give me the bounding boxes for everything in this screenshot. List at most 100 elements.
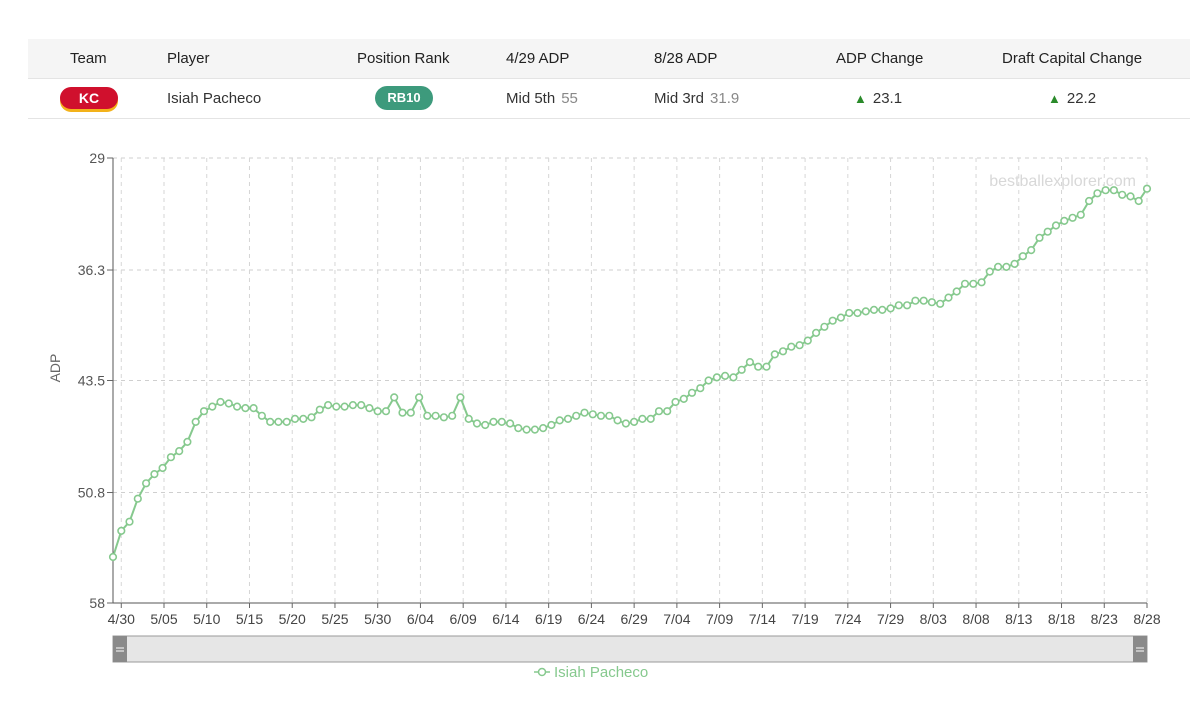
header-position-rank[interactable]: Position Rank [357,50,450,67]
watermark: bestballexplorer.com [989,173,1136,190]
data-point [142,479,151,488]
data-point [315,405,324,414]
data-point [1027,245,1036,255]
zoom-handle-right[interactable] [1133,636,1147,662]
data-point [365,404,374,413]
data-point [845,308,854,318]
data-point [613,416,622,425]
player-name: Isiah Pacheco [167,90,262,107]
data-point [811,328,821,337]
header-team[interactable]: Team [70,50,107,67]
data-point [936,299,945,308]
start-adp-cell: Mid 5th 55 [506,79,578,118]
table-row[interactable]: KC Isiah Pacheco RB10 Mid 5th 55 Mid 3rd 3… [28,79,1190,119]
data-point [712,373,722,382]
header-player[interactable]: Player [167,50,210,67]
header-draft-capital-change[interactable]: Draft Capital Change [1002,50,1143,67]
x-tick-label: 4/30 [108,611,135,627]
data-point [373,407,382,416]
data-point [481,420,490,430]
y-tick-label: 29 [89,150,105,166]
data-point [117,526,126,536]
data-point [654,407,664,416]
y-tick-label: 50.8 [78,485,105,501]
data-point [588,410,597,419]
data-point [1010,259,1019,268]
data-point [456,393,465,402]
x-tick-label: 5/30 [364,611,391,627]
data-point [754,362,763,371]
x-tick-label: 7/09 [706,611,733,627]
data-point [406,408,415,417]
data-point [506,419,515,428]
x-tick-label: 5/20 [279,611,306,627]
data-point [770,350,779,359]
position-rank-badge: RB10 [375,86,433,110]
legend[interactable]: Isiah Pacheco [534,664,648,681]
data-point [629,417,639,427]
data-point [448,411,457,420]
data-point [902,301,912,310]
x-tick-label: 5/25 [321,611,348,627]
x-tick-label: 7/19 [791,611,818,627]
data-point [621,419,631,428]
data-point [687,388,697,397]
data-point [1051,221,1061,230]
x-tick-label: 5/10 [193,611,220,627]
y-tick-label: 58 [89,595,105,611]
data-point [175,447,184,456]
data-point [853,308,862,318]
draft-capital-change-cell: ▲ 22.2 [1048,79,1096,118]
data-point [580,408,589,417]
data-point [1002,262,1011,271]
x-tick-label: 7/29 [877,611,904,627]
zoom-handle-left[interactable] [113,636,127,662]
x-tick-label: 5/05 [150,611,177,627]
data-point [944,293,953,302]
data-point [696,384,705,393]
zoom-slider[interactable] [112,635,1148,663]
data-point [497,417,506,427]
data-point [952,287,961,296]
x-tick-label: 8/28 [1133,611,1160,627]
data-point [605,411,614,420]
adp-change-cell: ▲ 23.1 [854,79,902,118]
x-tick-label: 6/14 [492,611,519,627]
data-point [861,307,870,316]
draft-capital-change-value: 22.2 [1066,90,1097,107]
data-point [472,419,482,428]
end-adp-round: Mid 3rd [654,90,705,107]
data-point [514,424,523,433]
x-tick-label: 8/03 [920,611,947,627]
x-tick-label: 8/08 [962,611,989,627]
data-point [332,402,341,411]
header-start-adp[interactable]: 4/29 ADP [506,50,570,67]
header-end-adp[interactable]: 8/28 ADP [654,50,718,67]
data-point [348,401,358,410]
data-point [638,414,647,424]
data-point [679,394,688,403]
chart-grid [113,157,1148,604]
end-adp-cell: Mid 3rd 31.9 [654,79,739,118]
data-point [911,296,920,305]
data-point [663,407,672,416]
data-point [1109,186,1118,195]
data-point [150,470,159,479]
data-point [431,411,440,420]
data-point [191,417,200,427]
data-point [208,402,217,411]
data-point [266,417,275,427]
data-point [133,494,142,503]
x-tick-label: 7/04 [663,611,690,627]
y-tick-label: 43.5 [78,373,105,389]
legend-label: Isiah Pacheco [554,664,648,681]
zoom-track[interactable] [112,635,1148,663]
data-point [820,322,829,331]
data-point [224,399,233,408]
data-point [1134,196,1143,206]
x-tick-label: 7/24 [834,611,861,627]
x-tick-label: 8/18 [1048,611,1075,627]
header-adp-change[interactable]: ADP Change [836,50,924,67]
data-point [233,402,242,411]
data-point [745,358,755,367]
